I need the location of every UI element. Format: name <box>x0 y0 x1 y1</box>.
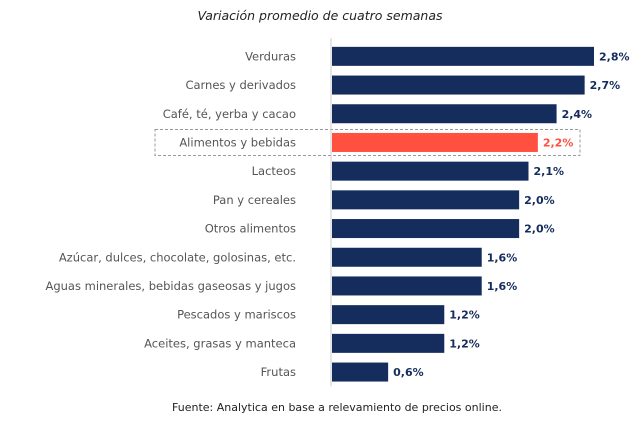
bar <box>332 305 445 325</box>
category-label: Pan y cereales <box>213 193 296 207</box>
value-label: 2,0% <box>524 194 555 207</box>
value-label: 1,2% <box>449 337 480 350</box>
bar <box>332 190 520 210</box>
category-label: Pescados y mariscos <box>177 308 296 322</box>
value-label: 2,2% <box>543 136 574 149</box>
category-label: Aceites, grasas y manteca <box>144 336 296 350</box>
bar <box>332 104 557 124</box>
bar-highlight <box>332 132 538 152</box>
category-label: Verduras <box>245 49 296 63</box>
highlight-box <box>154 128 581 156</box>
source-note: Fuente: Analytica en base a relevamiento… <box>172 401 502 414</box>
value-label: 2,7% <box>590 79 621 92</box>
category-label: Alimentos y bebidas <box>179 135 296 149</box>
category-label: Frutas <box>261 365 296 379</box>
category-label: Café, té, yerba y cacao <box>163 107 296 121</box>
category-label: Carnes y derivados <box>185 78 296 92</box>
value-label: 1,2% <box>449 309 480 322</box>
category-label: Otros alimentos <box>205 222 296 236</box>
bar <box>332 219 520 239</box>
bar <box>332 161 529 181</box>
bar <box>332 362 389 382</box>
bar <box>332 247 482 267</box>
value-label: 2,0% <box>524 223 555 236</box>
value-label: 1,6% <box>487 280 518 293</box>
value-label: 2,1% <box>534 165 565 178</box>
category-label: Lacteos <box>252 164 296 178</box>
bar <box>332 276 482 296</box>
value-label: 0,6% <box>393 366 424 379</box>
value-label: 2,4% <box>562 108 593 121</box>
bar <box>332 46 594 66</box>
bar <box>332 333 445 353</box>
value-label: 1,6% <box>487 251 518 264</box>
category-label: Aguas minerales, bebidas gaseosas y jugo… <box>45 279 296 293</box>
chart-title: Variación promedio de cuatro semanas <box>197 8 443 23</box>
bars-layer: Verduras 2,8% Carnes y derivados 2,7% Café, … <box>45 46 630 382</box>
value-label: 2,8% <box>599 50 630 63</box>
category-label: Azúcar, dulces, chocolate, golosinas, et… <box>59 250 296 264</box>
bar <box>332 75 585 95</box>
